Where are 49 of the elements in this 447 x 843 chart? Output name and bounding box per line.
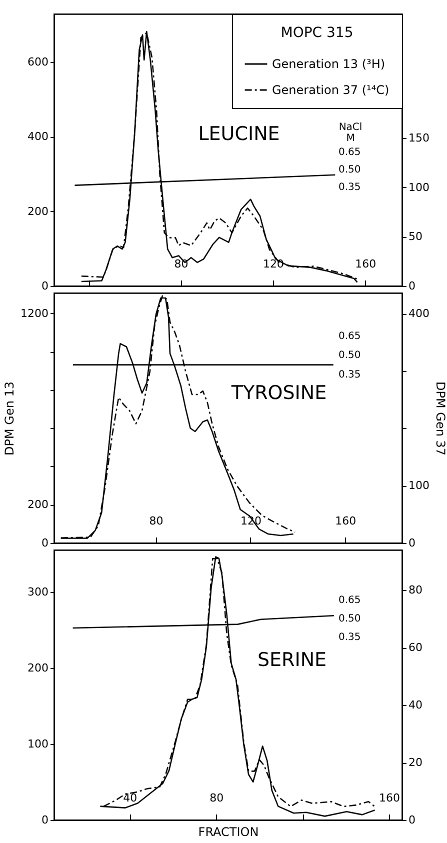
x-tick-label: 80 xyxy=(210,792,224,804)
y2-tick-label: 60 xyxy=(408,641,422,654)
x-axis-title: FRACTION xyxy=(198,825,259,839)
legend-label: Generation 13 (³H) xyxy=(272,57,386,71)
x-tick-label: 80 xyxy=(174,258,188,270)
y2-tick-label: 20 xyxy=(408,756,422,770)
y3-tick-label: 0.35 xyxy=(338,369,361,380)
y2-tick-label: 150 xyxy=(408,132,430,145)
y3-tick-label: 0.50 xyxy=(338,164,361,176)
x-tick-label: 160 xyxy=(355,258,376,270)
y2-tick-label: 100 xyxy=(408,180,430,194)
y3-axis-title: NaCl M xyxy=(338,122,362,144)
y-tick-label: 0 xyxy=(42,814,48,826)
y2-tick-label: 80 xyxy=(408,584,422,597)
y3-tick-label: 0.65 xyxy=(338,147,361,158)
y3-tick-label: 0.50 xyxy=(338,614,361,625)
y-axis-title: DPM Gen 13 xyxy=(2,381,17,456)
y3-tick-label: 0.65 xyxy=(338,595,361,606)
text: LEUCINE xyxy=(198,123,280,145)
y3-tick-label: 0.35 xyxy=(338,182,361,193)
y-tick-label: 600 xyxy=(28,55,48,68)
legend-label: Generation 37 (¹⁴C) xyxy=(272,83,390,97)
y2-tick-label: 40 xyxy=(408,698,422,712)
y-tick-label: 400 xyxy=(28,130,48,144)
y2-tick-label: 400 xyxy=(408,307,430,320)
text: SERINE xyxy=(257,649,327,671)
y-tick-label: 0 xyxy=(42,536,48,550)
y2-axis-title: DPM Gen 37 xyxy=(433,381,447,456)
x-tick-label: 160 xyxy=(335,514,356,528)
y-tick-label: 200 xyxy=(28,661,48,674)
y3-tick-label: 0.35 xyxy=(338,632,361,644)
y-tick-label: 200 xyxy=(28,204,48,218)
y2-tick-label: 0 xyxy=(408,536,416,550)
text: TYROSINE xyxy=(230,382,327,404)
y2-tick-label: 0 xyxy=(408,814,416,826)
x-tick-label: 40 xyxy=(123,792,138,804)
y3-tick-label: 0.50 xyxy=(338,350,361,362)
y-tick-label: 100 xyxy=(28,737,48,750)
y-tick-label: 200 xyxy=(28,498,48,512)
y2-tick-label: 50 xyxy=(408,230,422,244)
y3-tick-label: 0.65 xyxy=(338,330,361,342)
y-tick-label: 0 xyxy=(42,280,48,292)
y-tick-label: 300 xyxy=(28,585,48,598)
x-tick-label: 80 xyxy=(149,514,164,528)
legend-title: MOPC 315 xyxy=(280,25,354,41)
y-tick-label: 1200 xyxy=(20,306,48,320)
y2-tick-label: 0 xyxy=(408,280,416,292)
y2-tick-label: 100 xyxy=(408,479,430,492)
x-tick-label: 160 xyxy=(379,792,400,804)
